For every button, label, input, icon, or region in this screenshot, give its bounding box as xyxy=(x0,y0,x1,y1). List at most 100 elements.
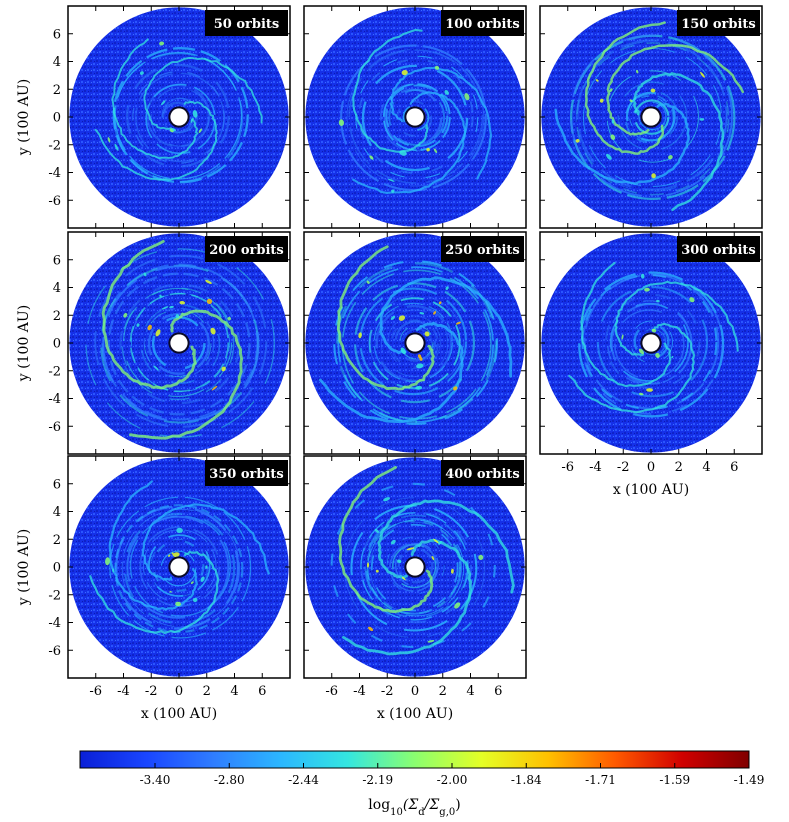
y-tick-label: -4 xyxy=(48,392,61,407)
ring xyxy=(109,496,252,639)
colorbar-tick-label: -1.71 xyxy=(585,773,616,787)
inner-hole xyxy=(170,108,188,126)
time-label: 300 orbits xyxy=(681,243,756,258)
dust-clump xyxy=(198,128,203,133)
y-tick-label: -6 xyxy=(48,644,61,659)
spiral-arm xyxy=(580,261,672,388)
dust-clump xyxy=(450,568,454,574)
time-badge xyxy=(441,10,524,36)
spiral-arm xyxy=(319,321,464,423)
spiral-arm xyxy=(141,503,270,581)
dust-clump xyxy=(433,311,437,315)
dust-clump xyxy=(112,568,114,573)
dust-clump xyxy=(390,315,396,320)
ring xyxy=(624,93,675,144)
dust-clump xyxy=(575,138,580,143)
ring xyxy=(101,263,259,421)
ring xyxy=(353,282,476,404)
ring xyxy=(360,511,473,624)
y-tick-label: -2 xyxy=(48,364,61,379)
ring xyxy=(367,519,465,617)
ring xyxy=(121,508,241,628)
disk-structure xyxy=(554,21,745,212)
dust-clump xyxy=(205,565,208,569)
dust-clump xyxy=(159,41,165,46)
x-tick-label: -2 xyxy=(145,684,158,699)
disk-structure xyxy=(94,38,263,184)
time-badge xyxy=(441,236,524,262)
dust-clump xyxy=(455,321,461,325)
dust-clump xyxy=(390,539,396,545)
spiral-arm xyxy=(143,56,263,131)
ring xyxy=(121,287,235,401)
disk-structure xyxy=(338,28,493,194)
colorbar-tick-label: -1.49 xyxy=(734,773,765,787)
dust-clump xyxy=(140,71,144,75)
dust-clump xyxy=(176,527,183,534)
y-tick-label: 2 xyxy=(53,533,61,548)
dust-clump xyxy=(358,332,362,339)
ring xyxy=(333,260,499,426)
ring xyxy=(581,273,724,415)
time-badge xyxy=(205,460,288,486)
spiral-arm xyxy=(129,309,244,440)
spiral-arm xyxy=(101,239,197,390)
y-axis-label: y (100 AU) xyxy=(16,79,32,156)
inner-hole xyxy=(642,108,660,126)
panel: 150 orbits xyxy=(539,5,763,229)
disk-structure xyxy=(85,239,275,440)
spiral-arm xyxy=(584,21,666,155)
dust-clump xyxy=(609,88,613,93)
ring xyxy=(114,504,244,634)
ring xyxy=(344,497,486,639)
colorbar-tick-label: -2.80 xyxy=(214,773,245,787)
spiral-arm xyxy=(111,38,199,160)
spiral-arm xyxy=(632,72,725,212)
ring xyxy=(576,41,727,193)
dust-clump xyxy=(192,110,198,118)
spiral-arm xyxy=(614,280,739,357)
inner-hole xyxy=(406,108,424,126)
dust-clump xyxy=(655,352,660,358)
dust-clump xyxy=(374,528,379,533)
panel: 250 orbits xyxy=(303,231,527,455)
ring xyxy=(135,72,225,163)
dust-clump xyxy=(650,88,656,93)
ring xyxy=(576,39,728,191)
ring xyxy=(160,550,197,587)
dust-clump xyxy=(205,280,212,284)
spiral-arm xyxy=(606,44,745,136)
disk-structure xyxy=(330,466,515,656)
dust-clump xyxy=(426,147,430,152)
ring xyxy=(348,49,484,184)
dust-clump xyxy=(190,118,193,123)
ring xyxy=(112,47,249,184)
y-tick-label: -2 xyxy=(48,588,61,603)
dust-clump xyxy=(211,385,218,391)
ring xyxy=(152,539,205,592)
ring xyxy=(596,286,709,398)
ring xyxy=(617,81,688,152)
ring xyxy=(150,87,210,147)
dust-clump xyxy=(200,576,205,582)
ring xyxy=(625,91,676,142)
dust-clump xyxy=(638,348,644,355)
ring xyxy=(633,323,670,360)
dust-clump xyxy=(192,597,198,603)
spiral-arm xyxy=(336,245,435,391)
colorbar-gradient xyxy=(79,750,750,769)
time-badge xyxy=(677,10,760,36)
colorbar-tick-label: -2.19 xyxy=(362,773,393,787)
inner-hole xyxy=(406,558,424,576)
dust-clump xyxy=(366,280,370,284)
dust-clump xyxy=(147,324,152,331)
disk-structure xyxy=(319,245,513,426)
dust-clump xyxy=(161,100,166,106)
time-badge xyxy=(677,236,760,262)
ring xyxy=(390,319,439,368)
dust-clump xyxy=(398,315,406,321)
dust-clump xyxy=(210,327,216,335)
spiral-arm xyxy=(342,538,473,656)
dust-clump xyxy=(621,334,624,340)
ring xyxy=(383,88,443,148)
